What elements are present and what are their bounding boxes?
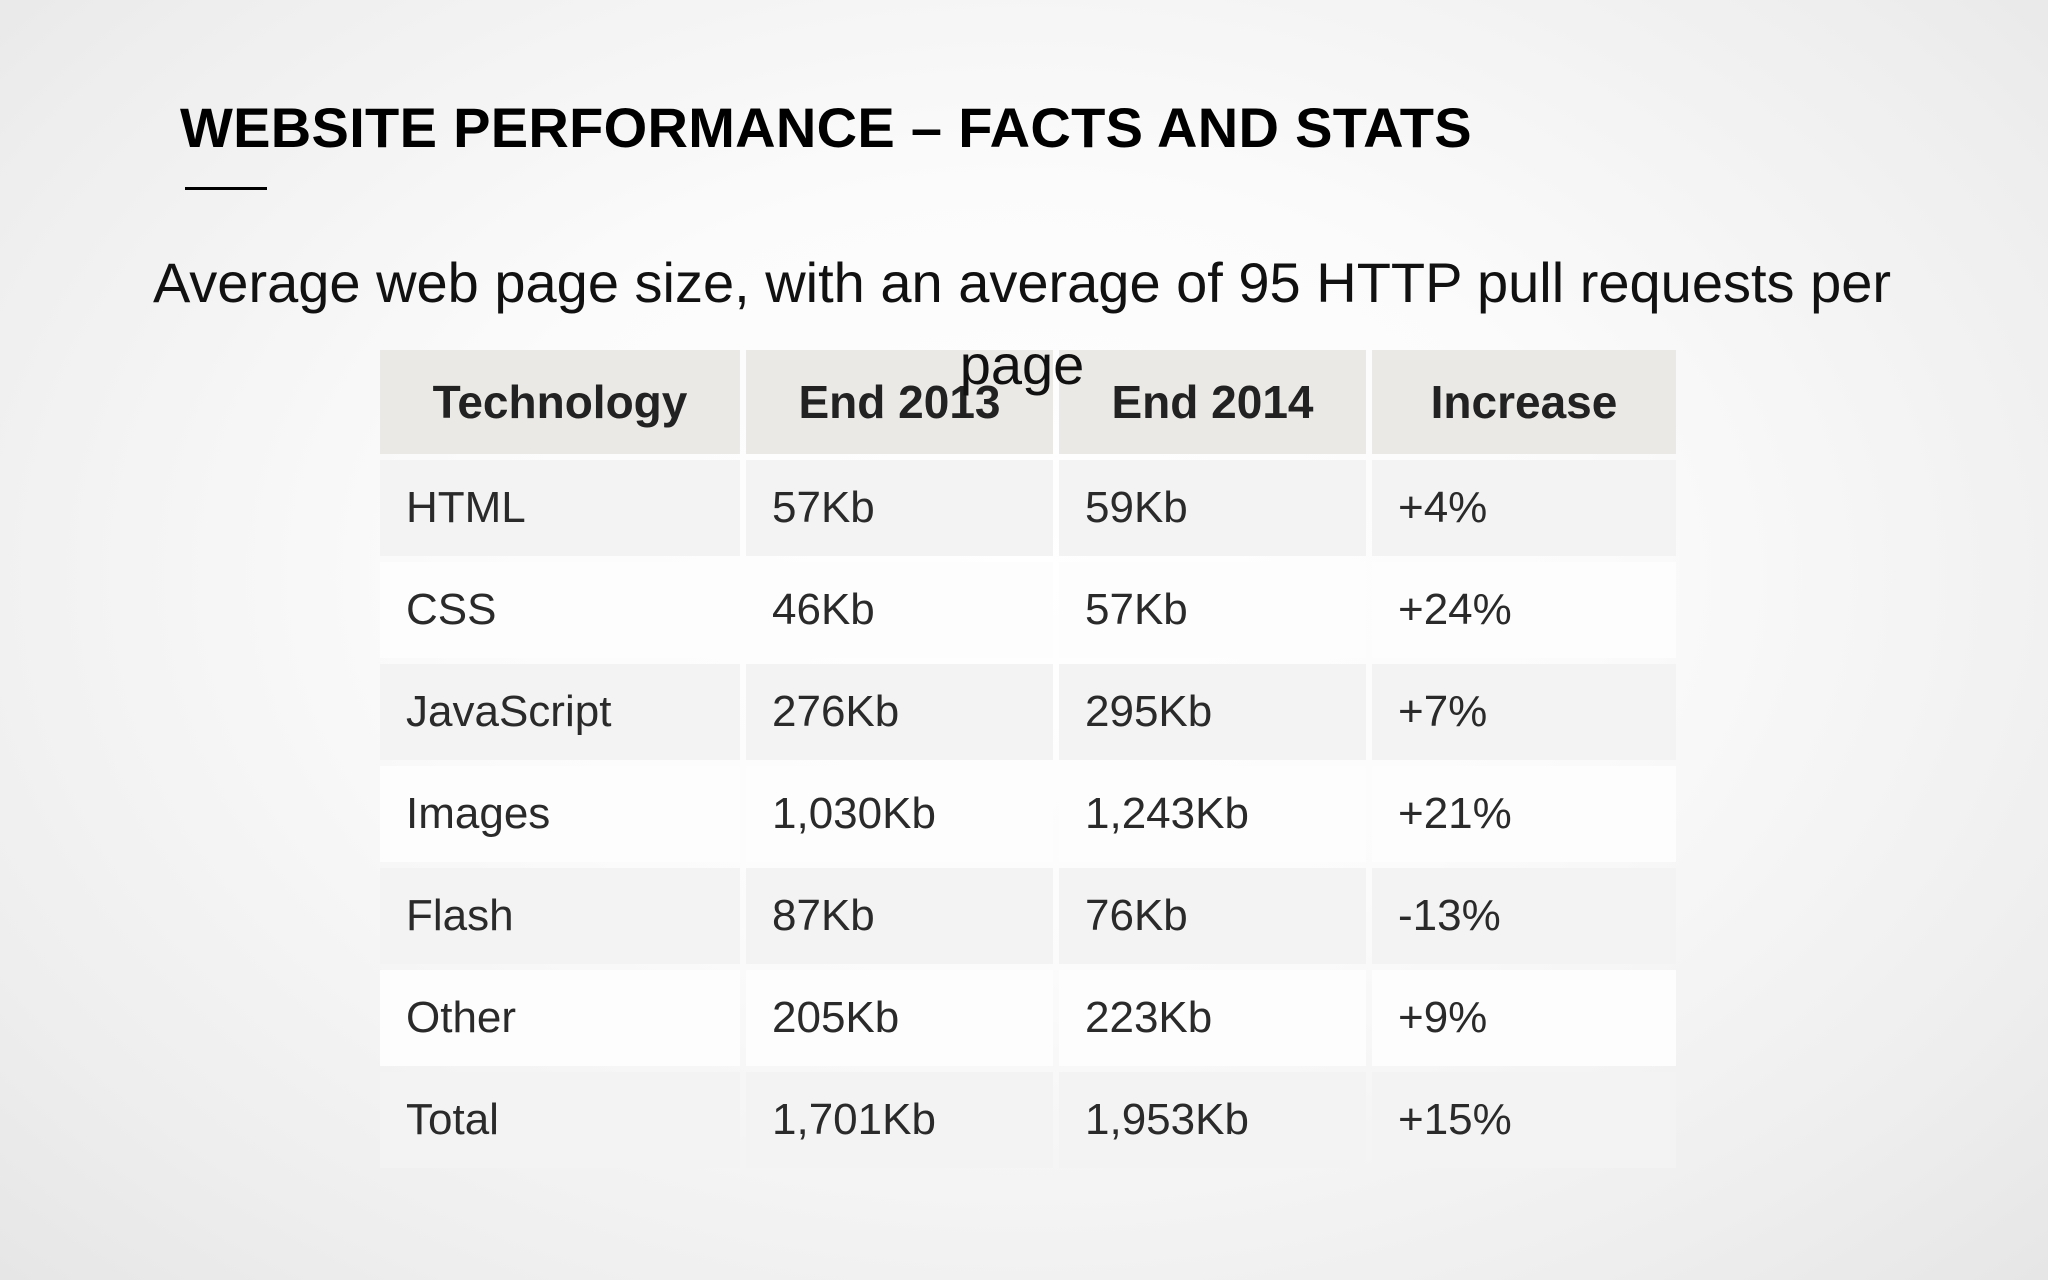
end-2013-cell: 276Kb bbox=[746, 664, 1053, 760]
column-header-increase: Increase bbox=[1372, 350, 1676, 454]
slide-subtitle: Average web page size, with an average o… bbox=[152, 251, 1892, 396]
table-row: Flash 87Kb 76Kb -13% bbox=[380, 868, 1676, 964]
increase-cell: +24% bbox=[1372, 562, 1676, 658]
table-row: JavaScript 276Kb 295Kb +7% bbox=[380, 664, 1676, 760]
table-row: HTML 57Kb 59Kb +4% bbox=[380, 460, 1676, 556]
column-header-technology: Technology bbox=[380, 350, 740, 454]
page-size-table-container: Technology End 2013 End 2014 Increase HT… bbox=[380, 350, 1676, 1168]
end-2013-cell: 205Kb bbox=[746, 970, 1053, 1066]
increase-cell: +9% bbox=[1372, 970, 1676, 1066]
title-underline bbox=[185, 187, 267, 190]
table-header-row: Technology End 2013 End 2014 Increase bbox=[380, 350, 1676, 454]
technology-cell: HTML bbox=[380, 460, 740, 556]
column-header-end-2014: End 2014 bbox=[1059, 350, 1366, 454]
table-row: CSS 46Kb 57Kb +24% bbox=[380, 562, 1676, 658]
table-row: Total 1,701Kb 1,953Kb +15% bbox=[380, 1072, 1676, 1168]
increase-cell: +4% bbox=[1372, 460, 1676, 556]
end-2014-cell: 1,953Kb bbox=[1059, 1072, 1366, 1168]
increase-cell: -13% bbox=[1372, 868, 1676, 964]
end-2014-cell: 1,243Kb bbox=[1059, 766, 1366, 862]
end-2013-cell: 46Kb bbox=[746, 562, 1053, 658]
column-header-end-2013: End 2013 bbox=[746, 350, 1053, 454]
end-2014-cell: 223Kb bbox=[1059, 970, 1366, 1066]
technology-cell: CSS bbox=[380, 562, 740, 658]
technology-cell: Other bbox=[380, 970, 740, 1066]
table-row: Images 1,030Kb 1,243Kb +21% bbox=[380, 766, 1676, 862]
end-2014-cell: 295Kb bbox=[1059, 664, 1366, 760]
slide-title: WEBSITE PERFORMANCE – FACTS AND STATS bbox=[180, 96, 1472, 159]
technology-cell: Images bbox=[380, 766, 740, 862]
increase-cell: +7% bbox=[1372, 664, 1676, 760]
increase-cell: +15% bbox=[1372, 1072, 1676, 1168]
technology-cell: JavaScript bbox=[380, 664, 740, 760]
end-2013-cell: 57Kb bbox=[746, 460, 1053, 556]
table-row: Other 205Kb 223Kb +9% bbox=[380, 970, 1676, 1066]
end-2014-cell: 57Kb bbox=[1059, 562, 1366, 658]
technology-cell: Flash bbox=[380, 868, 740, 964]
end-2014-cell: 59Kb bbox=[1059, 460, 1366, 556]
page-size-table: Technology End 2013 End 2014 Increase HT… bbox=[374, 344, 1682, 1174]
technology-cell: Total bbox=[380, 1072, 740, 1168]
end-2013-cell: 87Kb bbox=[746, 868, 1053, 964]
end-2013-cell: 1,030Kb bbox=[746, 766, 1053, 862]
increase-cell: +21% bbox=[1372, 766, 1676, 862]
end-2013-cell: 1,701Kb bbox=[746, 1072, 1053, 1168]
end-2014-cell: 76Kb bbox=[1059, 868, 1366, 964]
